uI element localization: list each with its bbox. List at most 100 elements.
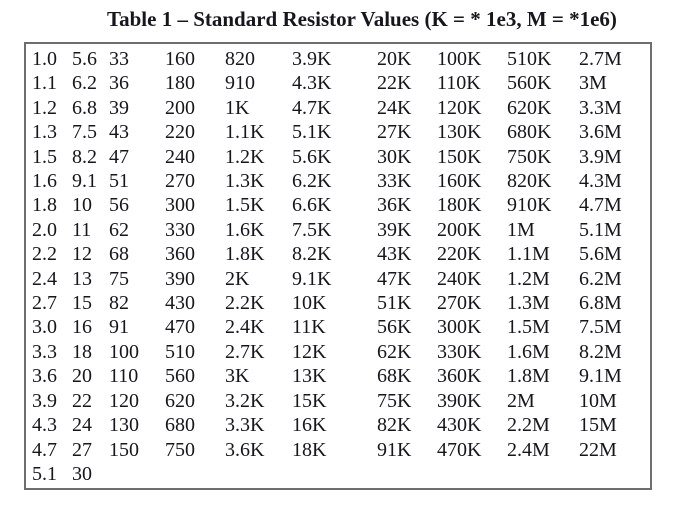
resistor-value-cell: 7.5M <box>579 316 622 339</box>
resistor-value-cell: 1.5K <box>225 194 265 217</box>
table-row: 5.1 30 <box>26 462 650 486</box>
resistor-value-cell: 680K <box>507 121 552 144</box>
resistor-value-cell: 2.2M <box>507 414 550 437</box>
resistor-value-cell: 510K <box>507 48 552 70</box>
resistor-value-cell: 5.6K <box>292 145 332 168</box>
resistor-value-cell: 75K <box>377 389 412 412</box>
resistor-value-cell: 7.5 <box>72 121 97 144</box>
resistor-value-cell: 36K <box>377 194 412 217</box>
resistor-value-cell: 3.6 <box>32 365 57 388</box>
resistor-value-cell: 1.6M <box>507 340 550 363</box>
resistor-value-cell: 47K <box>377 267 412 290</box>
resistor-value-cell: 300K <box>437 316 482 339</box>
resistor-value-cell <box>573 462 650 486</box>
resistor-value-cell: 110K <box>437 72 481 95</box>
resistor-value-cell: 1.1 <box>32 72 57 95</box>
resistor-value-cell: 39K <box>377 218 412 241</box>
resistor-value-cell <box>431 462 501 486</box>
resistor-value-cell: 43K <box>377 243 412 266</box>
resistor-value-cell: 10K <box>292 292 327 315</box>
resistor-value-cell: 1.5 <box>32 145 57 168</box>
table-row: 1.2 6.8 39 200 1K 4.7K 24K 120K 620K 3.3M <box>26 96 650 120</box>
resistor-value-cell: 2K <box>225 267 250 290</box>
resistor-value-cell: 2.7 <box>32 292 57 315</box>
resistor-value-cell: 3.3 <box>32 340 57 363</box>
resistor-value-cell: 3.9 <box>32 389 57 412</box>
resistor-value-cell: 1.1K <box>225 121 265 144</box>
resistor-value-cell: 1.0 <box>32 48 57 70</box>
resistor-value-cell: 75 <box>109 267 129 290</box>
resistor-value-cell: 5.6 <box>72 48 97 70</box>
resistor-value-cell: 36 <box>109 72 129 95</box>
resistor-value-cell: 110 <box>109 365 139 388</box>
resistor-value-cell: 6.6K <box>292 194 332 217</box>
resistor-value-cell: 560 <box>165 365 195 388</box>
resistor-value-cell: 180K <box>437 194 482 217</box>
resistor-value-cell: 680 <box>165 414 195 437</box>
resistor-value-cell: 4.7 <box>32 438 57 461</box>
resistor-value-cell: 910K <box>507 194 552 217</box>
resistor-value-cell: 200K <box>437 218 482 241</box>
resistor-value-cell: 24 <box>72 414 92 437</box>
resistor-value-cell: 3.9M <box>579 145 622 168</box>
resistor-value-cell: 20 <box>72 365 92 388</box>
resistor-value-cell <box>371 462 431 486</box>
resistor-value-cell: 330K <box>437 340 482 363</box>
resistor-value-cell: 82 <box>109 292 129 315</box>
resistor-value-cell: 8.2M <box>579 340 622 363</box>
resistor-value-cell: 5.1K <box>292 121 332 144</box>
resistor-value-cell <box>219 462 286 486</box>
resistor-value-cell: 2.4 <box>32 267 57 290</box>
resistor-value-cell: 220K <box>437 243 482 266</box>
resistor-value-cell: 1.3K <box>225 170 265 193</box>
resistor-value-cell: 15 <box>72 292 92 315</box>
resistor-value-cell: 2.2 <box>32 243 57 266</box>
table-row: 1.5 8.2 47 240 1.2K 5.6K 30K 150K 750K 3.9M <box>26 145 650 169</box>
resistor-value-cell: 3.6M <box>579 121 622 144</box>
resistor-value-cell: 6.8M <box>579 292 622 315</box>
resistor-value-cell: 240 <box>165 145 195 168</box>
resistor-value-cell: 120 <box>109 389 139 412</box>
resistor-value-cell: 3.3M <box>579 96 622 119</box>
resistor-value-cell: 1.6K <box>225 218 265 241</box>
table-row: 2.0 11 62 330 1.6K 7.5K 39K 200K 1M 5.1M <box>26 218 650 242</box>
resistor-value-cell: 6.2M <box>579 267 622 290</box>
resistor-value-cell: 8.2 <box>72 145 97 168</box>
table-row: 2.7 15 82 430 2.2K 10K 51K 270K 1.3M 6.8M <box>26 291 650 315</box>
resistor-value-cell: 4.7K <box>292 96 332 119</box>
resistor-value-cell: 51 <box>109 170 129 193</box>
resistor-value-cell: 1.3 <box>32 121 57 144</box>
resistor-value-cell: 620K <box>507 96 552 119</box>
resistor-value-cell: 240K <box>437 267 482 290</box>
resistor-value-cell: 1.2M <box>507 267 550 290</box>
resistor-value-cell: 390K <box>437 389 482 412</box>
table-row: 3.0 16 91 470 2.4K 11K 56K 300K 1.5M 7.5M <box>26 315 650 339</box>
resistor-value-cell: 470 <box>165 316 195 339</box>
resistor-value-cell: 2.7M <box>579 48 622 70</box>
resistor-value-cell: 2M <box>507 389 535 412</box>
resistor-value-cell: 33 <box>109 48 129 70</box>
resistor-value-cell: 470K <box>437 438 482 461</box>
table-title: Table 1 – Standard Resistor Values (K = … <box>107 7 617 31</box>
resistor-value-cell: 3.0 <box>32 316 57 339</box>
table-body: 1.0 5.6 33 160 820 3.9K 20K 100K 510K 2.7M 1.1 6.2 3… <box>26 47 650 486</box>
resistor-value-cell: 1M <box>507 218 535 241</box>
resistor-value-cell: 560K <box>507 72 552 95</box>
resistor-value-cell: 120K <box>437 96 482 119</box>
resistor-value-cell: 8.2K <box>292 243 332 266</box>
resistor-value-cell: 2.2K <box>225 292 265 315</box>
resistor-value-cell: 10M <box>579 389 617 412</box>
resistor-value-cell: 68K <box>377 365 412 388</box>
resistor-value-cell <box>286 462 371 486</box>
resistor-value-cell: 300 <box>165 194 195 217</box>
resistor-value-cell: 51K <box>377 292 412 315</box>
resistor-value-cell: 620 <box>165 389 195 412</box>
resistor-value-cell: 10 <box>72 194 92 217</box>
table-row: 1.0 5.6 33 160 820 3.9K 20K 100K 510K 2.7M <box>26 47 650 71</box>
resistor-value-cell: 6.2K <box>292 170 332 193</box>
resistor-value-cell: 330 <box>165 218 195 241</box>
resistor-value-cell: 13 <box>72 267 92 290</box>
resistor-value-cell: 2.4M <box>507 438 550 461</box>
resistor-value-cell: 12 <box>72 243 92 266</box>
